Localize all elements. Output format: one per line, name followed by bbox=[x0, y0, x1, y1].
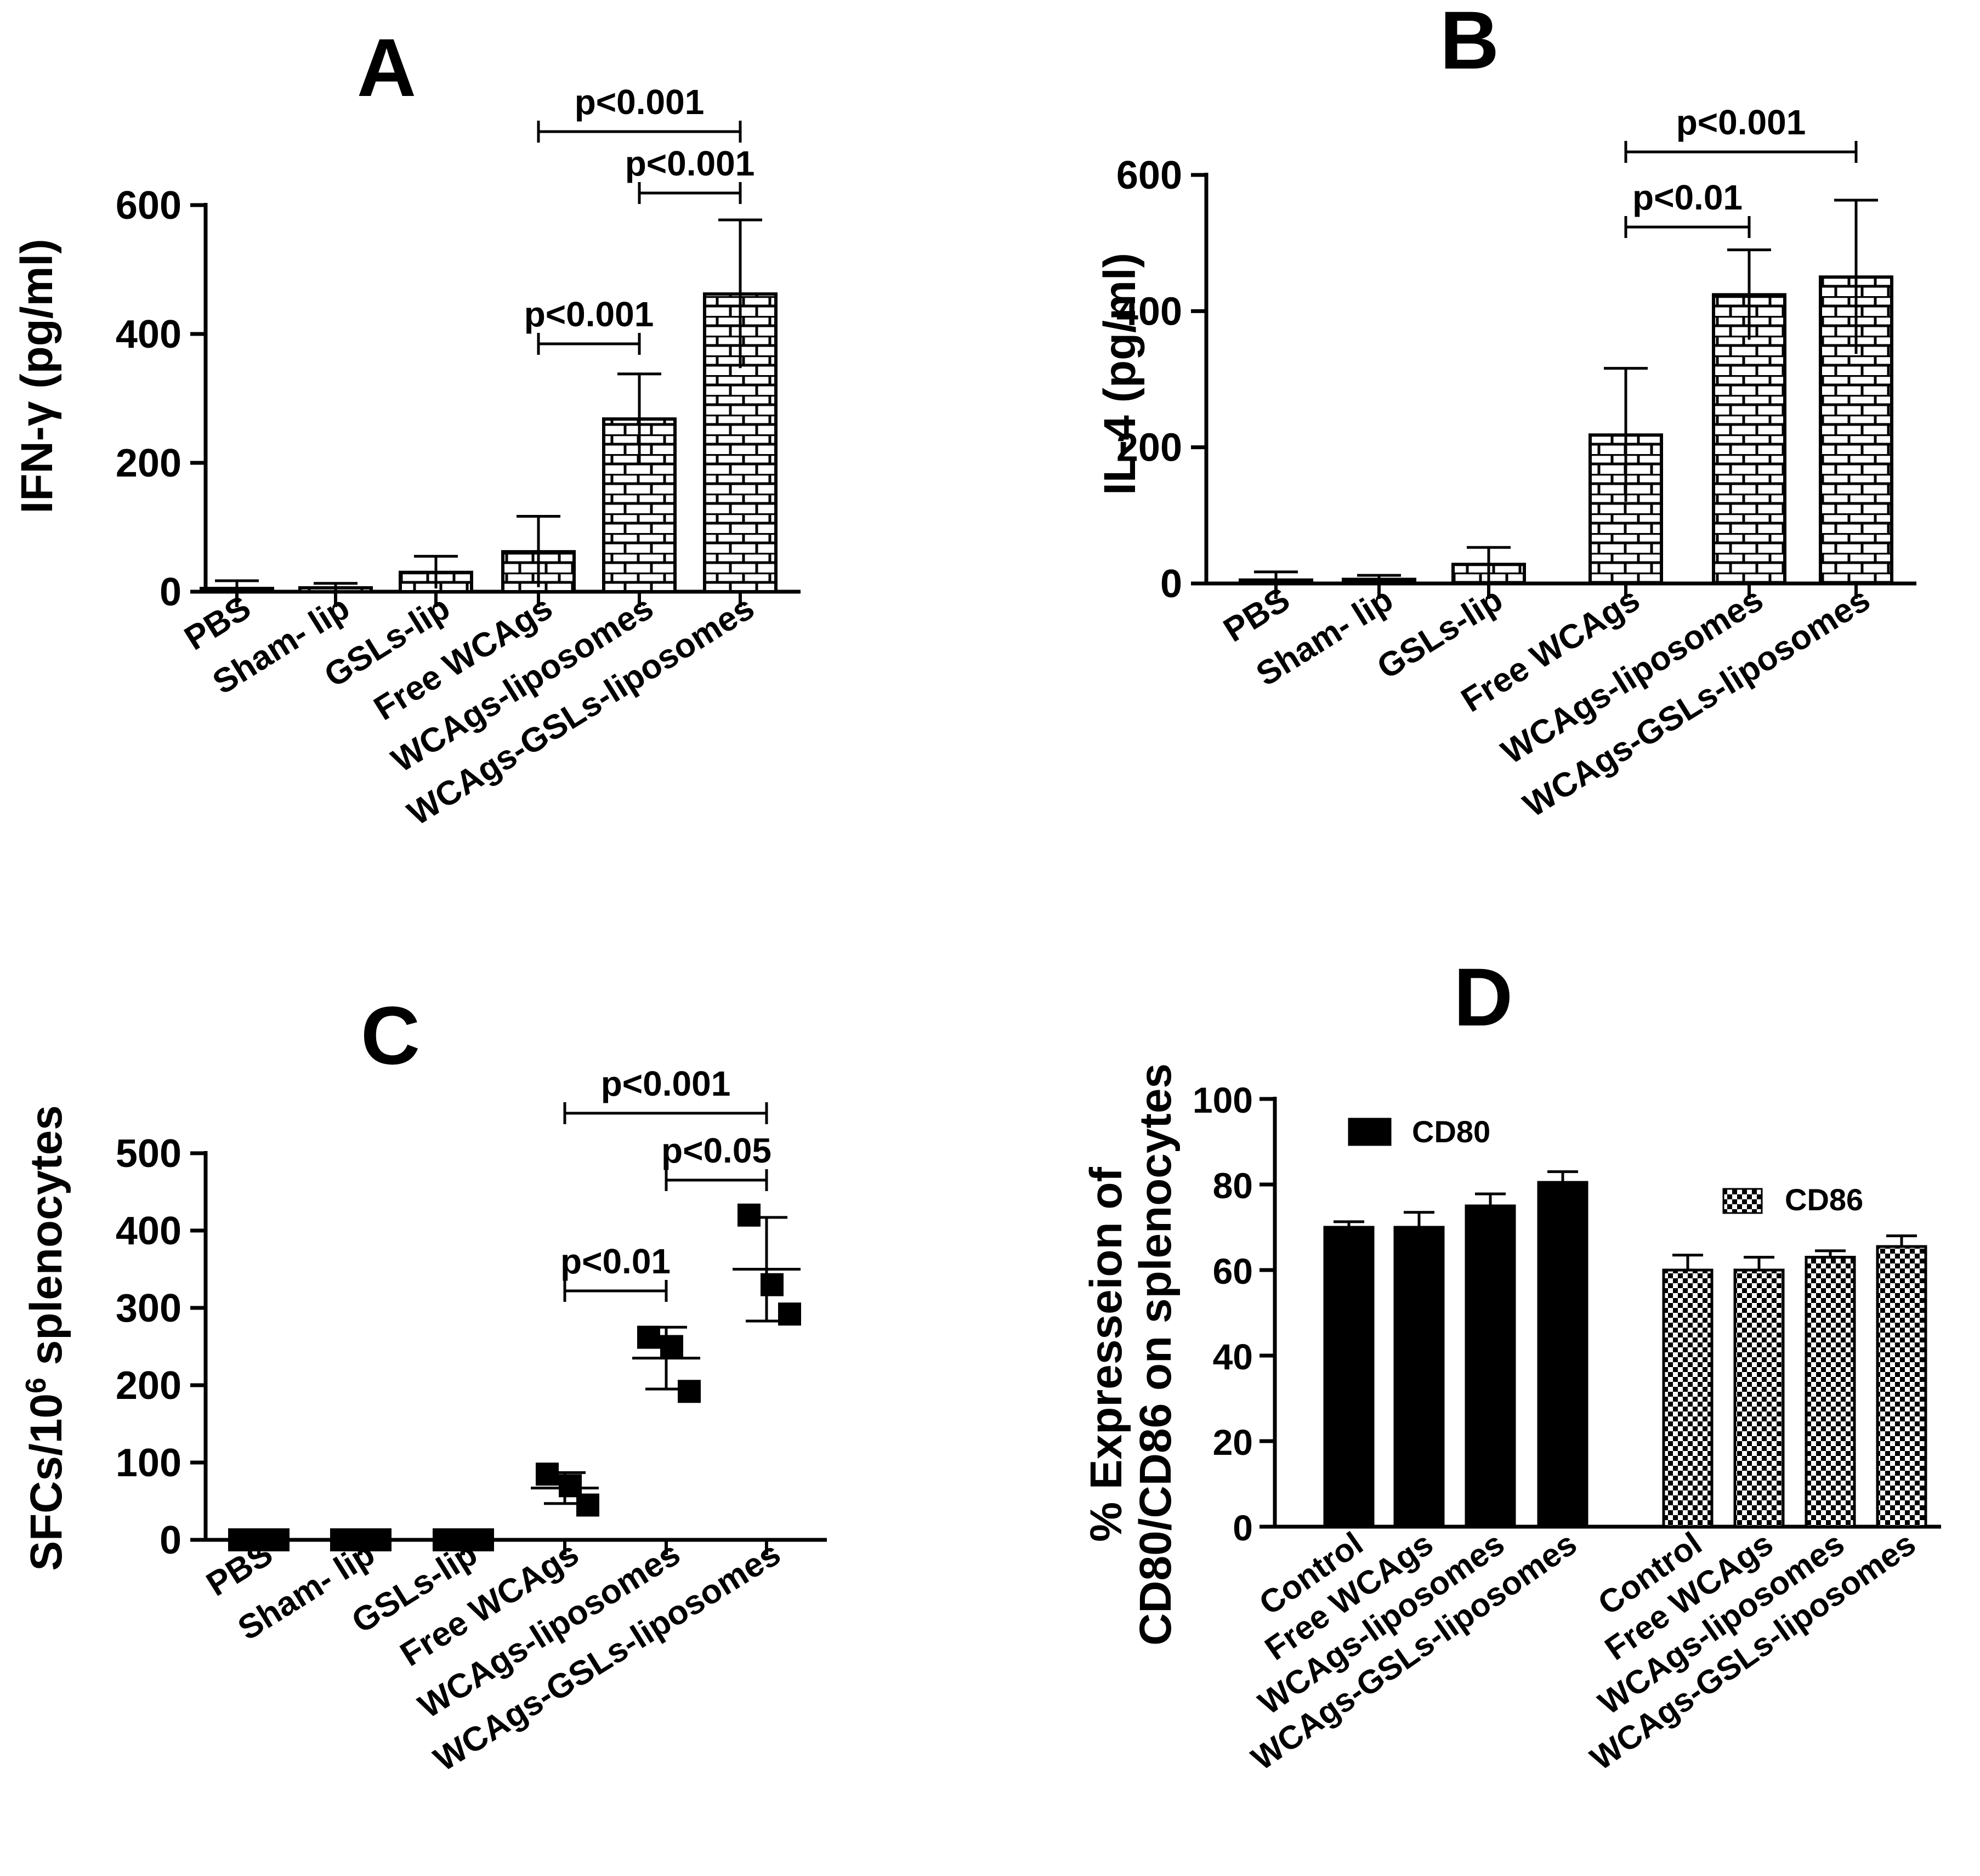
panel-d-letter: D bbox=[1454, 951, 1513, 1043]
panel-d-bar-cd86 bbox=[1733, 1268, 1785, 1528]
panel-d-bar-cd80 bbox=[1323, 1226, 1375, 1528]
panel-d-legend-swatch-cd86 bbox=[1722, 1188, 1763, 1214]
panel-c-y-tick-label: 500 bbox=[116, 1132, 181, 1176]
panel-c-y-axis-title-tail: splenocytes bbox=[21, 1105, 71, 1378]
panel-c-y-tick-label: 0 bbox=[160, 1518, 181, 1562]
panel-c-y-tick-label: 200 bbox=[116, 1364, 181, 1408]
panel-a-sig-label: p<0.001 bbox=[575, 82, 705, 122]
panel-c-sig-label: p<0.01 bbox=[560, 1242, 671, 1281]
panel-b-sig-label: p<0.001 bbox=[1676, 103, 1806, 142]
panel-c-data-point bbox=[576, 1493, 599, 1517]
panel-c-y-axis-title-sup: 6 bbox=[20, 1378, 52, 1393]
panel-b-y-tick-label: 600 bbox=[1116, 154, 1182, 197]
panel-b-sig-label: p<0.01 bbox=[1632, 178, 1743, 217]
panel-c-data-point bbox=[471, 1528, 494, 1551]
panel-d-bar-cd80 bbox=[1393, 1226, 1445, 1528]
panel-b-y-tick-label: 200 bbox=[1116, 426, 1182, 470]
panel-d-legend-swatch-cd80 bbox=[1348, 1118, 1392, 1146]
panel-d-y-tick-label: 40 bbox=[1213, 1336, 1253, 1377]
panel-a-y-tick-label: 400 bbox=[116, 313, 181, 356]
panel-c-sig-label: p<0.05 bbox=[661, 1131, 771, 1170]
panel-c-sig-label: p<0.001 bbox=[601, 1064, 731, 1103]
panel-a-y-tick-label: 0 bbox=[160, 570, 181, 614]
panel-d-y-axis-title-line2: CD80/CD86 on splenocytes bbox=[1131, 1063, 1181, 1646]
panel-c-data-point bbox=[637, 1325, 660, 1349]
panel-a-y-axis-title: IFN-γ (pg/ml) bbox=[12, 239, 62, 513]
panel-d-bar-cd86 bbox=[1876, 1245, 1927, 1528]
panel-c-data-point bbox=[737, 1203, 761, 1227]
panel-d-bar-cd80 bbox=[1465, 1204, 1516, 1528]
panel-b-y-tick-label: 0 bbox=[1160, 562, 1182, 606]
panel-c-data-point bbox=[368, 1528, 392, 1551]
panel-c-data-point bbox=[536, 1463, 559, 1486]
panel-a-sig-label: p<0.001 bbox=[524, 294, 654, 334]
panel-d-y-tick-label: 20 bbox=[1213, 1422, 1253, 1463]
panel-d-y-axis-title-line1: % Expresseion of bbox=[1081, 1167, 1131, 1542]
panel-d-bar-cd80 bbox=[1537, 1181, 1588, 1528]
panel-b-letter: B bbox=[1440, 0, 1499, 86]
panel-a-letter: A bbox=[357, 21, 416, 114]
panel-d: D % Expresseion of CD80/CD86 on splenocy… bbox=[1081, 951, 1941, 1777]
panel-d-y-tick-label: 60 bbox=[1213, 1251, 1253, 1291]
panel-a-y-tick-label: 200 bbox=[116, 441, 181, 485]
panel-d-y-tick-label: 0 bbox=[1233, 1507, 1253, 1548]
panel-c-data-point bbox=[266, 1528, 290, 1551]
panel-d-bar-cd86 bbox=[1805, 1256, 1856, 1528]
panel-c-y-tick-label: 400 bbox=[116, 1209, 181, 1253]
panel-c-y-axis-title: SFCs/106 splenocytes bbox=[20, 1105, 71, 1571]
panel-d-legend-label-cd80: CD80 bbox=[1412, 1114, 1490, 1149]
panel-b-y-tick-label: 400 bbox=[1116, 290, 1182, 333]
panel-c-y-axis-title-main: SFCs/10 bbox=[21, 1393, 71, 1571]
panel-c-y-tick-label: 100 bbox=[116, 1441, 181, 1485]
panel-c-data-point bbox=[678, 1380, 701, 1403]
panel-c-data-point bbox=[761, 1273, 784, 1296]
panel-b-y-axis-title: IL-4 (pg/ml) bbox=[1095, 253, 1145, 495]
panel-a-y-tick-label: 600 bbox=[116, 184, 181, 228]
panel-d-legend-label-cd86: CD86 bbox=[1785, 1182, 1863, 1217]
panel-c-data-point bbox=[559, 1474, 582, 1498]
panel-a-bar bbox=[703, 292, 778, 593]
panel-c-letter: C bbox=[361, 989, 420, 1081]
panel-d-bar-cd86 bbox=[1662, 1268, 1714, 1528]
panel-c: C SFCs/106 splenocytes 0100200300400500P… bbox=[20, 989, 827, 1779]
panel-d-y-tick-label: 100 bbox=[1193, 1080, 1253, 1120]
panel-d-y-tick-label: 80 bbox=[1213, 1165, 1253, 1206]
panel-a-sig-label: p<0.001 bbox=[625, 144, 755, 183]
panel-c-y-tick-label: 300 bbox=[116, 1286, 181, 1330]
panel-c-data-point bbox=[660, 1335, 683, 1358]
